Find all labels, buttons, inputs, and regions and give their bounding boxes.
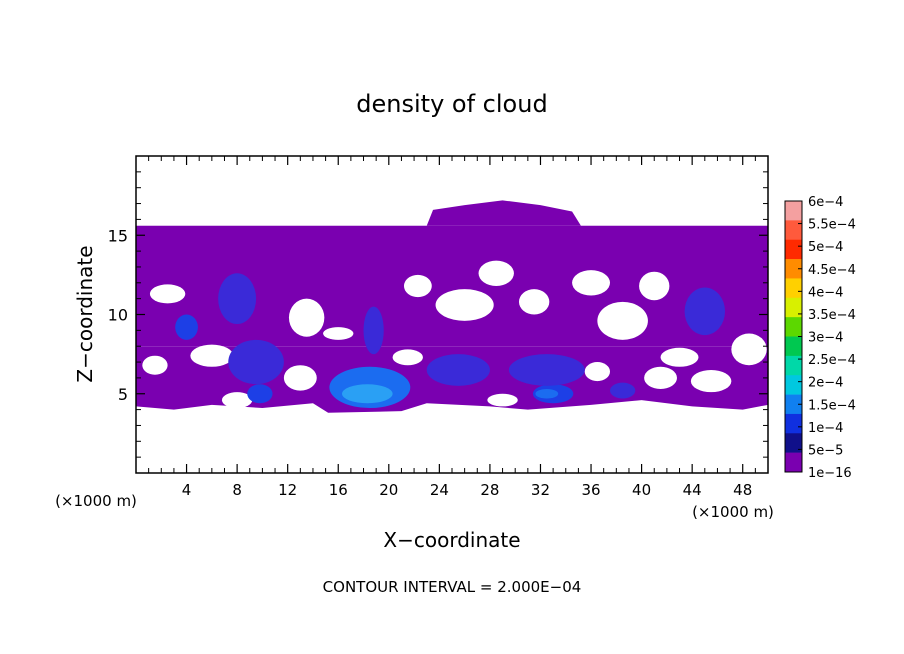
clear-air-region (142, 355, 168, 375)
x-tick-label: 16 (329, 481, 348, 499)
colorbar-swatch (785, 452, 802, 473)
colorbar-label: 5.5e−4 (808, 218, 856, 233)
density-contour (228, 339, 284, 385)
colorbar-swatch (785, 413, 802, 434)
x-tick-label: 12 (278, 481, 297, 499)
y-tick-label: 10 (108, 306, 128, 325)
density-contour (218, 273, 257, 325)
colorbar-swatch (785, 394, 802, 415)
colorbar-label: 3e−4 (808, 331, 843, 346)
y-tick-label: 5 (118, 385, 128, 404)
density-contour (535, 388, 559, 399)
y-tick-label: 15 (108, 226, 128, 245)
colorbar-swatch (785, 355, 802, 376)
clear-air-region (639, 271, 670, 301)
clear-air-region (572, 270, 610, 296)
x-tick-label: 48 (733, 481, 752, 499)
colorbar-label: 6e−4 (808, 195, 843, 210)
colorbar-label: 4e−4 (808, 285, 843, 300)
x-tick-label: 44 (683, 481, 702, 499)
clear-air-region (149, 284, 186, 304)
x-tick-label: 4 (182, 481, 192, 499)
colorbar-label: 4.5e−4 (808, 263, 856, 278)
contour-interval-note: CONTOUR INTERVAL = 2.000E−04 (323, 578, 582, 596)
x-axis-label: X−coordinate (383, 528, 520, 552)
clear-air-region (190, 344, 234, 367)
clear-air-region (478, 260, 514, 286)
colorbar-label: 2.5e−4 (808, 353, 856, 368)
clear-air-region (288, 298, 325, 337)
clear-air-region (403, 274, 432, 298)
x-tick-label: 28 (480, 481, 499, 499)
colorbar-swatch (785, 317, 802, 337)
colorbar-label: 5e−5 (808, 443, 843, 458)
colorbar-swatch (785, 220, 802, 241)
cloud-top-bump (426, 200, 581, 226)
clear-air-region (690, 369, 732, 393)
colorbar-label: 2e−4 (808, 376, 843, 391)
colorbar-label: 1e−16 (808, 466, 852, 481)
clear-air-region (584, 362, 610, 382)
x-tick-label: 8 (232, 481, 242, 499)
colorbar-swatch (785, 297, 802, 318)
colorbar-swatch (785, 433, 802, 453)
density-contour (342, 384, 393, 404)
x-tick-label: 24 (430, 481, 449, 499)
x-tick-label: 36 (581, 481, 600, 499)
clear-air-region (283, 365, 317, 391)
x-unit-right: (×1000 m) (692, 503, 774, 521)
clear-air-region (392, 349, 423, 366)
x-tick-label: 20 (379, 481, 398, 499)
x-tick-label: 32 (531, 481, 550, 499)
clear-air-region (323, 327, 354, 340)
colorbar-swatch (785, 336, 802, 357)
density-contour (508, 354, 585, 386)
clear-air-region (644, 366, 677, 389)
colorbar-label: 3.5e−4 (808, 308, 856, 323)
x-axis-ticks: 4 8 12 16 20 24 28 32 36 40 44 48 (148, 156, 756, 499)
colorbar: 6e−4 5.5e−4 5e−4 4.5e−4 4e−4 3.5e−4 3e−4 2.5e−4… (784, 195, 856, 481)
colorbar-label: 5e−4 (808, 240, 843, 255)
colorbar-swatch (785, 375, 802, 395)
density-contour (247, 384, 273, 404)
colorbar-swatch (785, 201, 802, 221)
clear-air-region (731, 333, 767, 366)
colorbar-swatch (785, 278, 802, 299)
clear-air-region (435, 289, 494, 321)
density-contour (363, 306, 384, 355)
x-tick-label: 40 (632, 481, 651, 499)
cloud-density-field (136, 200, 768, 413)
density-contour (610, 382, 636, 399)
y-axis-label: Z−coordinate (73, 245, 97, 382)
colorbar-swatch (785, 259, 802, 279)
colorbar-label: 1e−4 (808, 421, 843, 436)
density-contour (684, 287, 726, 336)
clear-air-region (221, 392, 253, 409)
y-axis-ticks: 5 10 15 (108, 171, 768, 458)
clear-air-region (487, 393, 518, 407)
colorbar-swatch (785, 239, 802, 260)
clear-air-region (518, 289, 550, 315)
clear-air-region (597, 301, 648, 340)
density-contour (426, 354, 490, 386)
colorbar-label: 1.5e−4 (808, 398, 856, 413)
chart-title: density of cloud (356, 90, 547, 118)
density-contour (175, 314, 198, 340)
x-unit-left: (×1000 m) (55, 492, 137, 510)
clear-air-region (660, 347, 699, 367)
